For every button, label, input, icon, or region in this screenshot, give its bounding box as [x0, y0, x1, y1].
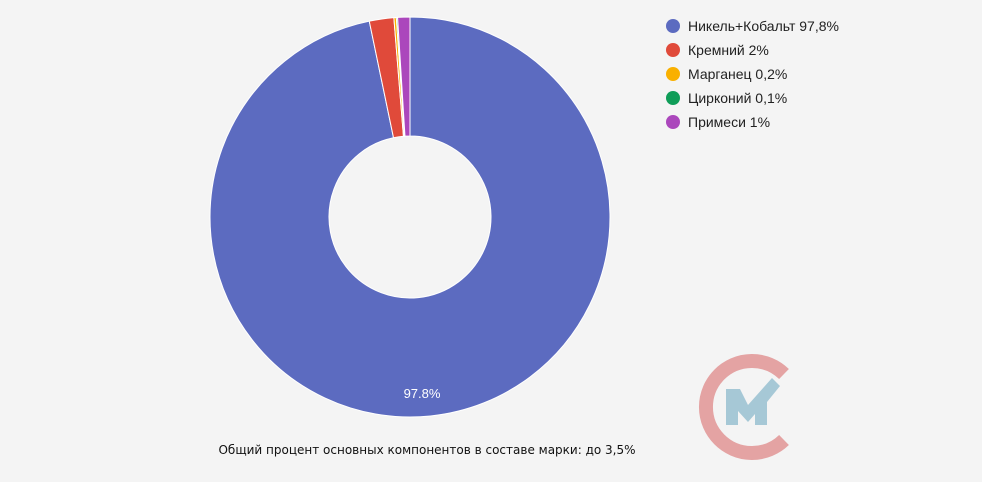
slice-data-label: 97.8% [404, 386, 441, 401]
legend-dot-icon [666, 43, 680, 57]
legend-item[interactable]: Никель+Кобальт 97,8% [666, 14, 839, 38]
chart-caption: Общий процент основных компонентов в сос… [218, 443, 636, 457]
legend-dot-icon [666, 67, 680, 81]
donut-chart: 97.8% [209, 16, 611, 418]
slice-Никель+Кобальт[interactable] [209, 16, 611, 418]
legend-label: Никель+Кобальт 97,8% [688, 18, 839, 34]
legend-item[interactable]: Марганец 0,2% [666, 62, 839, 86]
cm-logo-icon [699, 354, 789, 460]
slice-Примеси[interactable] [397, 16, 411, 137]
legend-dot-icon [666, 19, 680, 33]
legend-label: Примеси 1% [688, 114, 771, 130]
legend-item[interactable]: Кремний 2% [666, 38, 839, 62]
legend-label: Кремний 2% [688, 42, 769, 58]
legend-dot-icon [666, 115, 680, 129]
legend-label: Марганец 0,2% [688, 66, 788, 82]
legend-item[interactable]: Цирконий 0,1% [666, 86, 839, 110]
legend: Никель+Кобальт 97,8% Кремний 2% Марганец… [666, 14, 839, 134]
legend-item[interactable]: Примеси 1% [666, 110, 839, 134]
legend-dot-icon [666, 91, 680, 105]
legend-label: Цирконий 0,1% [688, 90, 788, 106]
